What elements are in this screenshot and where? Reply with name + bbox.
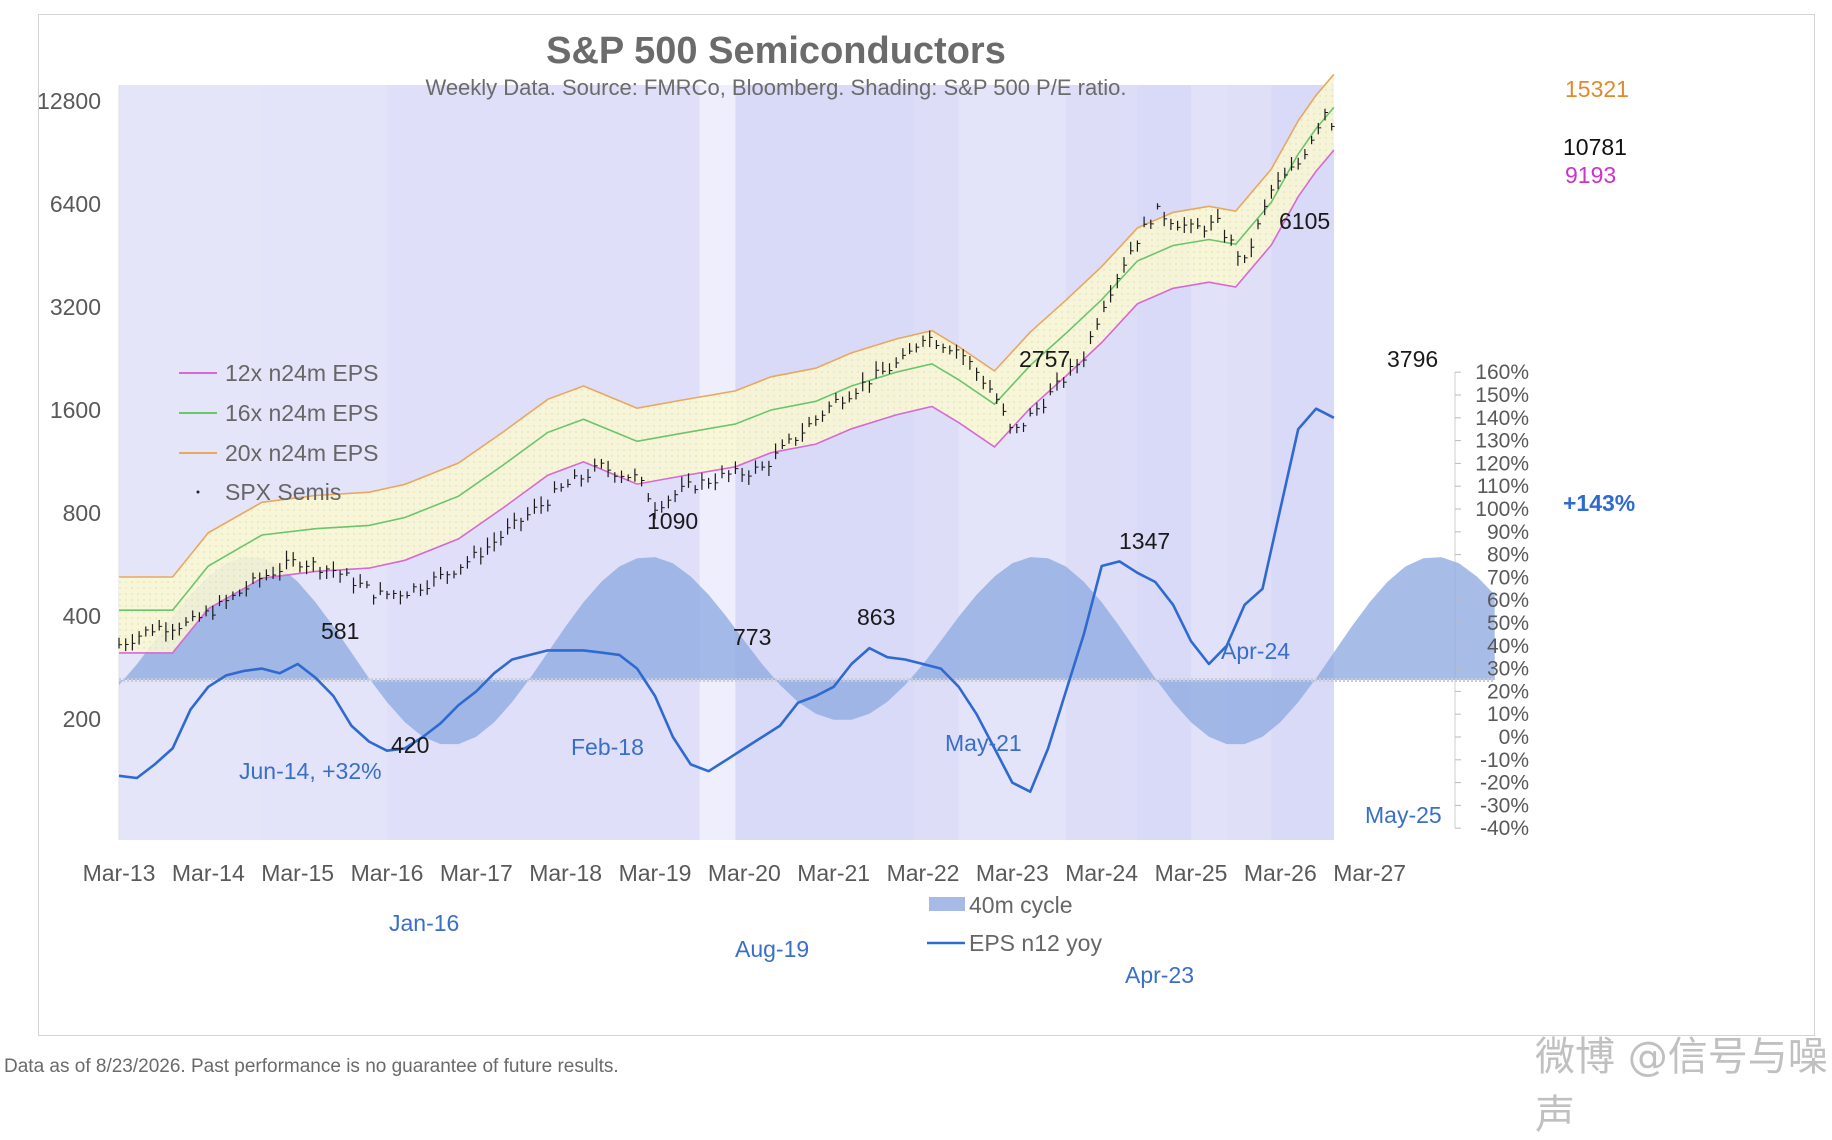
end-labels: 15321 10781 9193 +143%: [1563, 76, 1635, 516]
x-tick-label: Mar-21: [797, 860, 870, 886]
end-label-yoy: +143%: [1563, 490, 1635, 516]
x-tick-label: Mar-23: [976, 860, 1049, 886]
chart-frame: S&P 500 Semiconductors Weekly Data. Sour…: [38, 14, 1815, 1036]
end-label-semis: 10781: [1563, 134, 1627, 160]
y-left-ticks: 200 400 800 1600 3200 6400 12800: [39, 88, 101, 732]
x-tick-label: Mar-20: [708, 860, 781, 886]
x-tick-label: Mar-17: [440, 860, 513, 886]
legend-label-20x: 20x n24m EPS: [225, 440, 378, 466]
x-tick-label: Mar-15: [261, 860, 334, 886]
chart-svg: S&P 500 Semiconductors Weekly Data. Sour…: [39, 15, 1814, 1035]
ann-aug19: Aug-19: [735, 936, 809, 962]
ann-2757: 2757: [1019, 346, 1070, 372]
y-right-tick-label: 50%: [1487, 612, 1529, 635]
y-right-tick-label: 70%: [1487, 566, 1529, 589]
y-right-tick-label: 20%: [1487, 680, 1529, 703]
y-left-tick-label: 12800: [39, 88, 101, 114]
ann-863: 863: [857, 604, 895, 630]
y-right-tick-label: 150%: [1475, 384, 1529, 407]
pe-shade-stripe: [959, 85, 1066, 840]
y-left-tick-label: 400: [63, 603, 101, 629]
x-tick-label: Mar-24: [1065, 860, 1138, 886]
y-right-tick-label: 140%: [1475, 407, 1529, 430]
x-tick-label: Mar-16: [351, 860, 424, 886]
ann-773: 773: [733, 624, 771, 650]
ann-420: 420: [391, 732, 429, 758]
ann-1090: 1090: [647, 508, 698, 534]
pe-shade-stripe: [1137, 85, 1191, 840]
y-right-tick-label: -20%: [1480, 772, 1529, 795]
legend-label-12x: 12x n24m EPS: [225, 360, 378, 386]
ann-jan16: Jan-16: [389, 910, 459, 936]
end-label-12x: 9193: [1565, 162, 1616, 188]
ann-may25: May-25: [1365, 802, 1442, 828]
x-tick-label: Mar-25: [1155, 860, 1228, 886]
y-right-tick-label: 110%: [1477, 475, 1529, 498]
ann-1347: 1347: [1119, 528, 1170, 554]
ann-feb18: Feb-18: [571, 734, 644, 760]
legend-label-16x: 16x n24m EPS: [225, 400, 378, 426]
y-left-tick-label: 200: [63, 706, 101, 732]
legend-bottom: 40m cycle EPS n12 yoy: [927, 892, 1102, 956]
chart-subtitle: Weekly Data. Source: FMRCo, Bloomberg. S…: [425, 75, 1126, 100]
ann-apr24: Apr-24: [1221, 638, 1290, 664]
ann-may21: May-21: [945, 730, 1022, 756]
x-tick-label: Mar-19: [619, 860, 692, 886]
y-left-tick-label: 6400: [50, 191, 101, 217]
watermark: 微博 @信号与噪声: [1535, 1024, 1832, 1140]
chart-title: S&P 500 Semiconductors: [546, 30, 1006, 72]
y-right-tick-label: 90%: [1487, 521, 1529, 544]
pe-shade-stripe: [1066, 85, 1137, 840]
legend-swatch-semis: [197, 491, 200, 494]
legend-label-cycle: 40m cycle: [969, 892, 1073, 918]
y-right-tick-label: 100%: [1475, 498, 1529, 521]
pe-shade-stripe: [914, 85, 959, 840]
y-right-tick-label: 130%: [1475, 430, 1529, 453]
y-right-tick-label: -10%: [1480, 749, 1529, 772]
x-tick-label: Mar-22: [887, 860, 960, 886]
y-left-tick-label: 3200: [50, 294, 101, 320]
x-tick-label: Mar-13: [83, 860, 156, 886]
y-right-tick-label: 30%: [1487, 658, 1529, 681]
ann-6105: 6105: [1279, 208, 1330, 234]
y-left-tick-label: 1600: [50, 397, 101, 423]
x-tick-label: Mar-14: [172, 860, 245, 886]
y-right-tick-label: -30%: [1480, 794, 1529, 817]
y-left-tick-label: 800: [63, 500, 101, 526]
y-right-tick-label: -40%: [1480, 817, 1529, 840]
ann-3796: 3796: [1387, 346, 1438, 372]
y-right-tick-label: 60%: [1487, 589, 1529, 612]
ann-jun14: Jun-14, +32%: [239, 758, 382, 784]
x-tick-label: Mar-27: [1333, 860, 1406, 886]
x-tick-label: Mar-18: [529, 860, 602, 886]
legend-swatch-cycle: [929, 897, 965, 911]
legend-label-semis: SPX Semis: [225, 479, 341, 505]
x-tick-label: Mar-26: [1244, 860, 1317, 886]
legend-label-yoy: EPS n12 yoy: [969, 930, 1102, 956]
ann-581: 581: [321, 618, 359, 644]
y-right-tick-label: 80%: [1487, 544, 1529, 567]
y-right-tick-label: 40%: [1487, 635, 1529, 658]
y-right-tick-label: 120%: [1475, 452, 1529, 475]
x-axis-ticks: Mar-13 Mar-14 Mar-15 Mar-16 Mar-17 Mar-18 Mar-…: [83, 860, 1407, 886]
footnote: Data as of 8/23/2026. Past performance i…: [4, 1056, 619, 1078]
end-label-20x: 15321: [1565, 76, 1629, 102]
y-right-tick-label: 0%: [1499, 726, 1529, 749]
ann-apr23: Apr-23: [1125, 962, 1194, 988]
y-right-tick-label: 160%: [1475, 361, 1529, 384]
y-right-tick-label: 10%: [1487, 703, 1529, 726]
